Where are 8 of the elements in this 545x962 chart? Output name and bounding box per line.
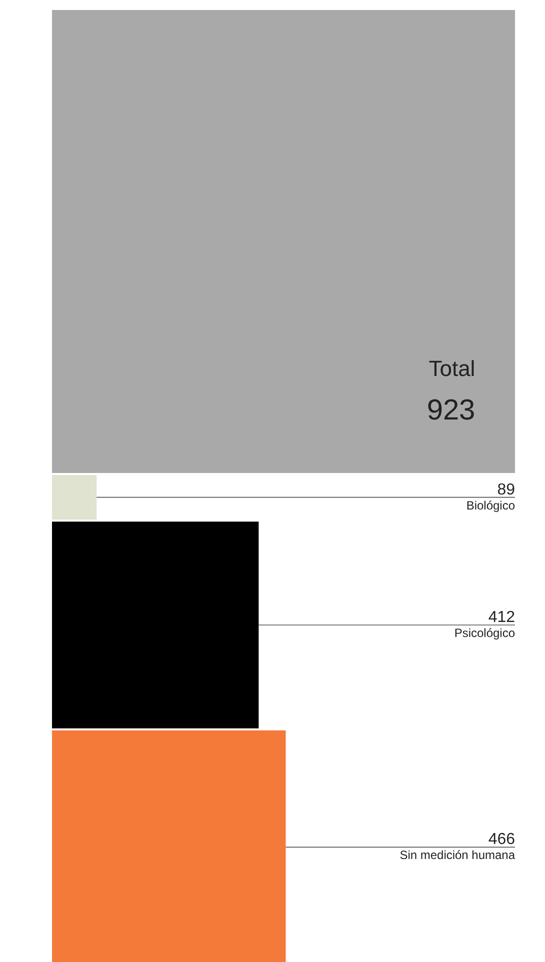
data-label: 412: [488, 608, 516, 626]
data-label: 923: [426, 394, 476, 427]
data-label: 466: [488, 831, 516, 848]
category-label: Psicológico: [454, 626, 516, 640]
category-label: Sin medición humana: [400, 848, 516, 862]
category-label: Biológico: [466, 498, 516, 512]
category-label: Total: [428, 356, 476, 381]
data-label: 89: [497, 481, 516, 498]
